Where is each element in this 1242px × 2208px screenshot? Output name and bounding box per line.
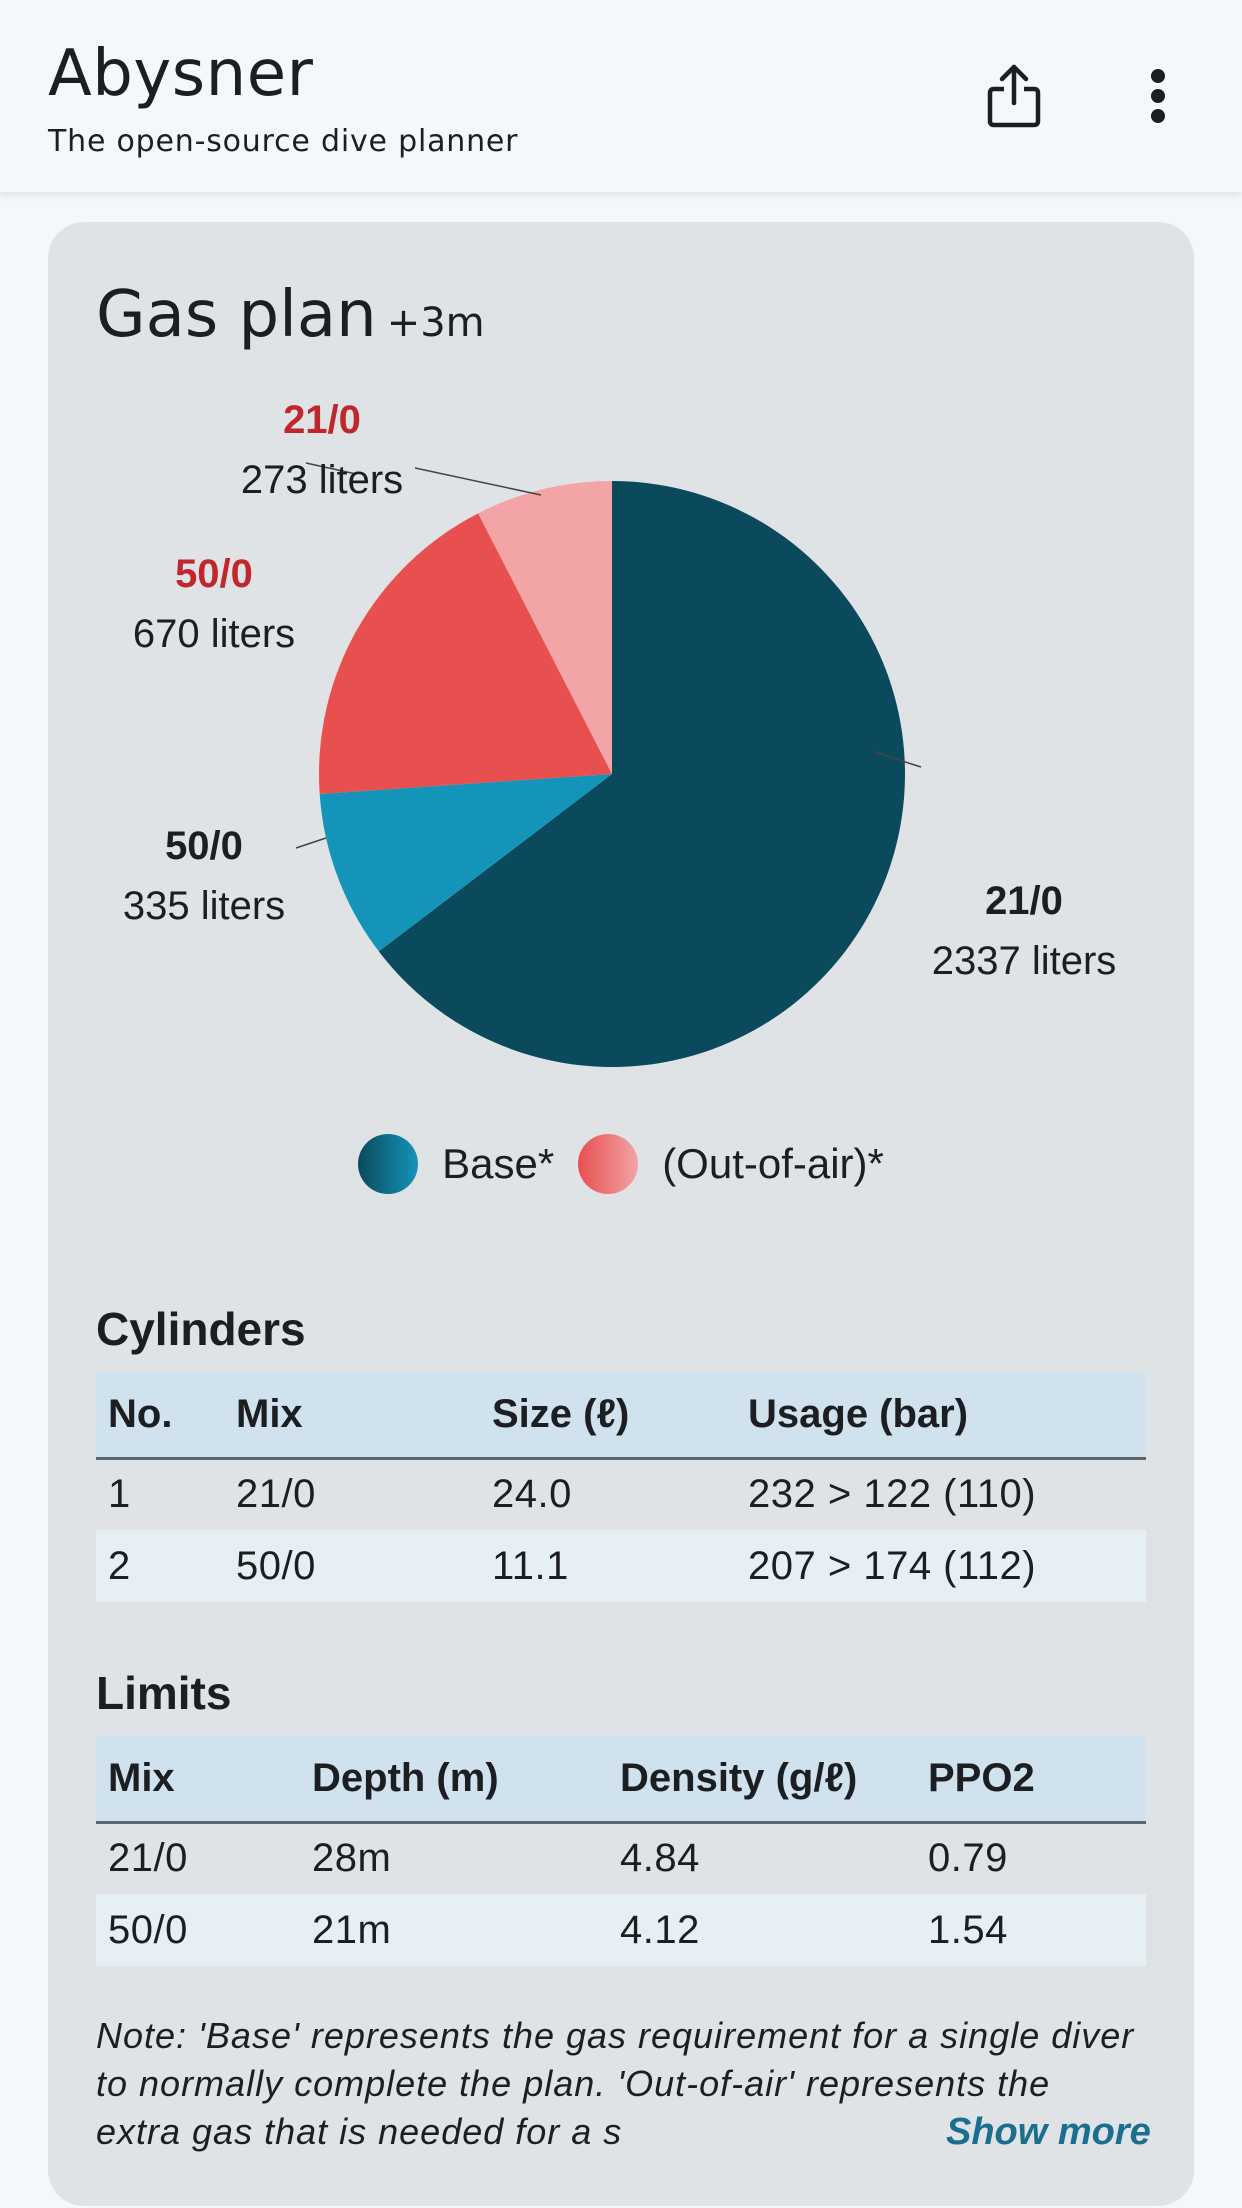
slice-label: 21/0 [985, 879, 1063, 923]
slice-value-label: 335 liters [123, 884, 285, 928]
legend-label-base: Base* [442, 1140, 555, 1187]
gas-plan-card: Gas plan +3m 21/0 2337 liters 50/0 335 liter… [48, 222, 1194, 2206]
table-row: 1 21/0 24.0 232 > 122 (110) [96, 1458, 1146, 1530]
pie-slice [478, 481, 612, 774]
legend-swatch-out-of-air [578, 1134, 639, 1194]
table-cell: 1.54 [916, 1894, 1146, 1966]
limits-title: Limits [96, 1667, 232, 1719]
table-cell: 50/0 [96, 1894, 300, 1966]
legend-item-out-of-air: (Out-of-air)* [578, 1134, 884, 1194]
table-cell: 21/0 [108, 1836, 188, 1881]
table-row: 21/0 28m 4.84 0.79 [96, 1822, 1146, 1894]
column-header: Mix [96, 1736, 300, 1824]
column-header: Mix [224, 1372, 480, 1460]
app-bar: Abysner The open-source dive planner [0, 0, 1242, 192]
table-header-row: No. Mix Size (ℓ) Usage (bar) [96, 1372, 1146, 1460]
slice-label: 21/0 [283, 402, 361, 442]
table-cell: 24.0 [492, 1472, 572, 1517]
column-header: No. [96, 1372, 224, 1460]
card-title: Gas plan +3m [96, 278, 485, 352]
app-subtitle: The open-source dive planner [48, 124, 519, 159]
gas-pie-chart: 21/0 2337 liters 50/0 335 liters 50/0 670 lit… [123, 402, 1117, 1067]
table-cell: 21/0 [236, 1472, 316, 1517]
more-vert-icon [1151, 69, 1165, 123]
app-title: Abysner [48, 37, 314, 111]
table-cell: 21m [300, 1894, 608, 1966]
slice-leader-line [295, 837, 327, 849]
table-cell: 1 [108, 1472, 131, 1517]
limits-table: Mix Depth (m) Density (g/ℓ) PPO2 21/0 28… [96, 1736, 1146, 1966]
legend-item-base: Base* [358, 1134, 554, 1194]
column-header: Size (ℓ) [480, 1372, 736, 1460]
table-cell: 0.79 [928, 1836, 1008, 1881]
cylinders-title: Cylinders [96, 1303, 306, 1355]
table-cell: 207 > 174 (112) [736, 1530, 1146, 1602]
cylinders-table: No. Mix Size (ℓ) Usage (bar) 1 21/0 24.0… [96, 1372, 1146, 1602]
table-cell: 232 > 122 (110) [748, 1472, 1037, 1517]
slice-value-label: 670 liters [133, 612, 295, 656]
show-more-button[interactable]: Show more [942, 2108, 1151, 2158]
chart-legend: Base* (Out-of-air)* [48, 1128, 1194, 1200]
table-cell: 2 [96, 1530, 224, 1602]
table-row: 50/0 21m 4.12 1.54 [96, 1894, 1146, 1966]
slice-value-label: 273 liters [241, 458, 403, 502]
slice-label: 50/0 [175, 552, 253, 596]
slice-value-label: 2337 liters [932, 939, 1117, 983]
column-header: Usage (bar) [736, 1372, 1146, 1460]
slice-leader-line [414, 467, 542, 496]
table-cell: 4.84 [620, 1836, 700, 1881]
column-header: Depth (m) [300, 1736, 608, 1824]
share-button[interactable] [970, 52, 1058, 140]
slice-label: 50/0 [165, 824, 243, 868]
card-title-text: Gas plan [96, 278, 377, 352]
note-text: Note: 'Base' represents the gas requirem… [96, 2015, 1135, 2152]
column-header: PPO2 [916, 1736, 1146, 1824]
slice-leader-line [873, 751, 922, 768]
slice-leader-line [305, 462, 357, 475]
table-cell: 4.12 [608, 1894, 916, 1966]
pie-slice [378, 481, 906, 1067]
column-header: Density (g/ℓ) [608, 1736, 916, 1824]
table-cell: 50/0 [224, 1530, 480, 1602]
table-cell: 28m [312, 1836, 392, 1881]
legend-swatch-base [358, 1134, 419, 1194]
more-options-button[interactable] [1114, 52, 1202, 140]
card-title-suffix: +3m [386, 300, 485, 346]
table-row: 2 50/0 11.1 207 > 174 (112) [96, 1530, 1146, 1602]
table-cell: 11.1 [480, 1530, 736, 1602]
pie-slice [319, 513, 612, 794]
table-header-row: Mix Depth (m) Density (g/ℓ) PPO2 [96, 1736, 1146, 1824]
share-icon [987, 64, 1041, 128]
pie-slice [319, 774, 612, 952]
legend-label-out-of-air: (Out-of-air)* [662, 1140, 884, 1187]
